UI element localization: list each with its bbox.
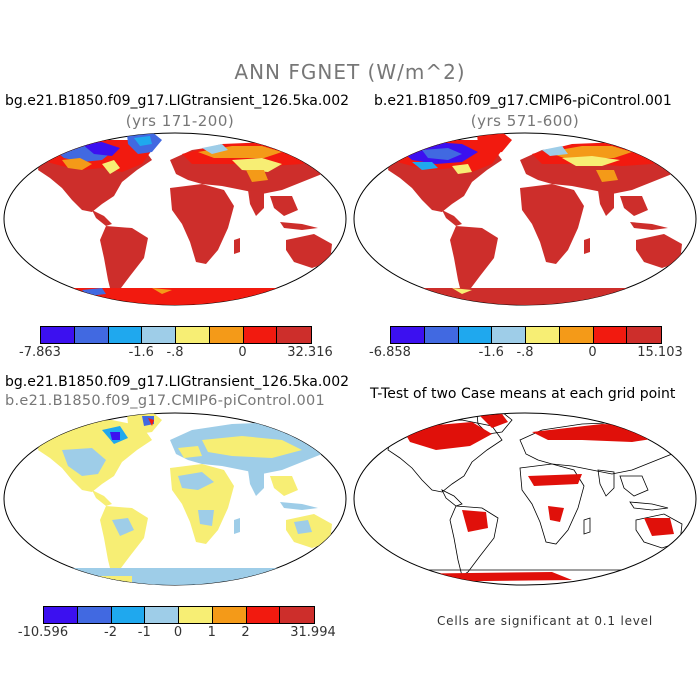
colorbar-swatch — [280, 607, 314, 623]
colorbar-tick-label: -.8 — [166, 345, 184, 360]
colorbar-swatch — [108, 327, 143, 343]
map-top-left — [3, 132, 347, 306]
colorbar-swatch — [209, 327, 244, 343]
colorbar-swatch — [593, 327, 628, 343]
colorbar-swatch — [243, 327, 278, 343]
colorbar-tick-label: 0 — [173, 625, 183, 640]
panel-top-left-title: bg.e21.B1850.f09_g17.LIGtransient_126.5k… — [5, 93, 350, 109]
colorbar-swatch — [627, 327, 661, 343]
colorbar-swatch — [74, 327, 109, 343]
colorbar-swatch — [559, 327, 594, 343]
colorbar-swatch — [277, 327, 311, 343]
main-title: ANN FGNET (W/m^2) — [234, 60, 466, 84]
colorbar-bottom-left — [43, 606, 315, 624]
colorbar-swatch — [526, 327, 560, 343]
colorbar-swatch — [246, 607, 281, 623]
colorbar-tick-label: 32.316 — [287, 345, 333, 360]
colorbar-tick-label: -1.6 — [478, 345, 504, 360]
panel-bottom-left-title: bg.e21.B1850.f09_g17.LIGtransient_126.5k… — [5, 374, 350, 390]
colorbar-tick-label: -1.6 — [128, 345, 154, 360]
colorbar-swatch — [424, 327, 459, 343]
colorbar-tick-label: 0 — [238, 345, 247, 360]
colorbar-tick-label: -2 — [104, 625, 117, 640]
colorbar-tick-label: 0 — [588, 345, 597, 360]
panel-top-left-subtitle: (yrs 171-200) — [125, 112, 235, 130]
colorbar-swatch — [44, 607, 78, 623]
colorbar-swatch — [111, 607, 146, 623]
panel-top-right-subtitle: (yrs 571-600) — [470, 112, 580, 130]
colorbar-swatch — [41, 327, 75, 343]
colorbar-tick-label: -.8 — [516, 345, 534, 360]
colorbar-tick-label: 2 — [241, 625, 250, 640]
colorbar-tick-label: -7.863 — [19, 345, 61, 360]
panel-bottom-left-subtitle: b.e21.B1850.f09_g17.CMIP6-piControl.001 — [5, 393, 326, 409]
colorbar-tick-label: -6.858 — [369, 345, 411, 360]
colorbar-swatch — [212, 607, 247, 623]
colorbar-swatch — [458, 327, 493, 343]
colorbar-tick-label: -1 — [137, 625, 151, 640]
map-bottom-left — [3, 412, 347, 586]
colorbar-swatch — [142, 327, 176, 343]
colorbar-swatch — [77, 607, 112, 623]
colorbar-top-right — [390, 326, 662, 344]
map-bottom-right — [353, 412, 697, 586]
colorbar-swatch — [391, 327, 425, 343]
colorbar-tick-label: 15.103 — [637, 345, 683, 360]
colorbar-swatch — [492, 327, 526, 343]
map-outline — [353, 412, 697, 586]
colorbar-tick-label: 31.994 — [290, 625, 336, 640]
panel-top-right-title: b.e21.B1850.f09_g17.CMIP6-piControl.001 — [374, 93, 672, 109]
colorbar-swatch — [145, 607, 179, 623]
colorbar-swatch — [176, 327, 210, 343]
colorbar-tick-label: 1 — [207, 625, 216, 640]
map-top-right — [353, 132, 697, 306]
panel-bottom-right-title: T-Test of two Case means at each grid po… — [370, 386, 676, 402]
colorbar-tick-label: -10.596 — [17, 625, 69, 640]
significance-note: Cells are significant at 0.1 level — [437, 614, 654, 628]
colorbar-swatch — [179, 607, 213, 623]
colorbar-top-left — [40, 326, 312, 344]
